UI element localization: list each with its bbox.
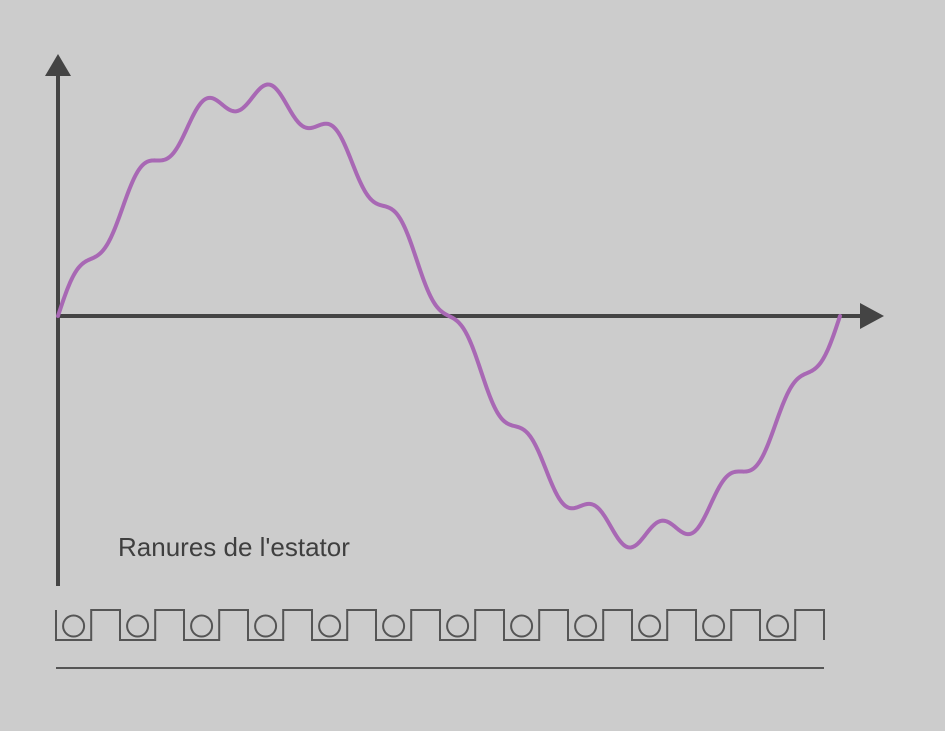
stator-slots <box>55 609 825 641</box>
slot-conductor-icon <box>190 614 214 638</box>
slot-conductor-icon <box>446 614 470 638</box>
slot-conductor-icon <box>574 614 598 638</box>
slots-label: Ranures de l'estator <box>118 532 350 562</box>
slot-conductor-icon <box>702 614 726 638</box>
slot-conductor-icon <box>318 614 342 638</box>
slot-conductor-icon <box>510 614 534 638</box>
slot-conductor-icon <box>766 614 790 638</box>
y-axis-arrow-icon <box>45 54 71 76</box>
slot-conductor-icon <box>382 614 406 638</box>
axes <box>45 54 884 586</box>
slot-conductor-icon <box>62 614 86 638</box>
slot-conductor-icon <box>126 614 150 638</box>
slot-conductor-icon <box>254 614 278 638</box>
mmf-waveform <box>56 82 842 550</box>
x-axis-arrow-icon <box>860 303 884 329</box>
slot-conductor-icon <box>638 614 662 638</box>
stator-slot-profile <box>55 609 825 641</box>
